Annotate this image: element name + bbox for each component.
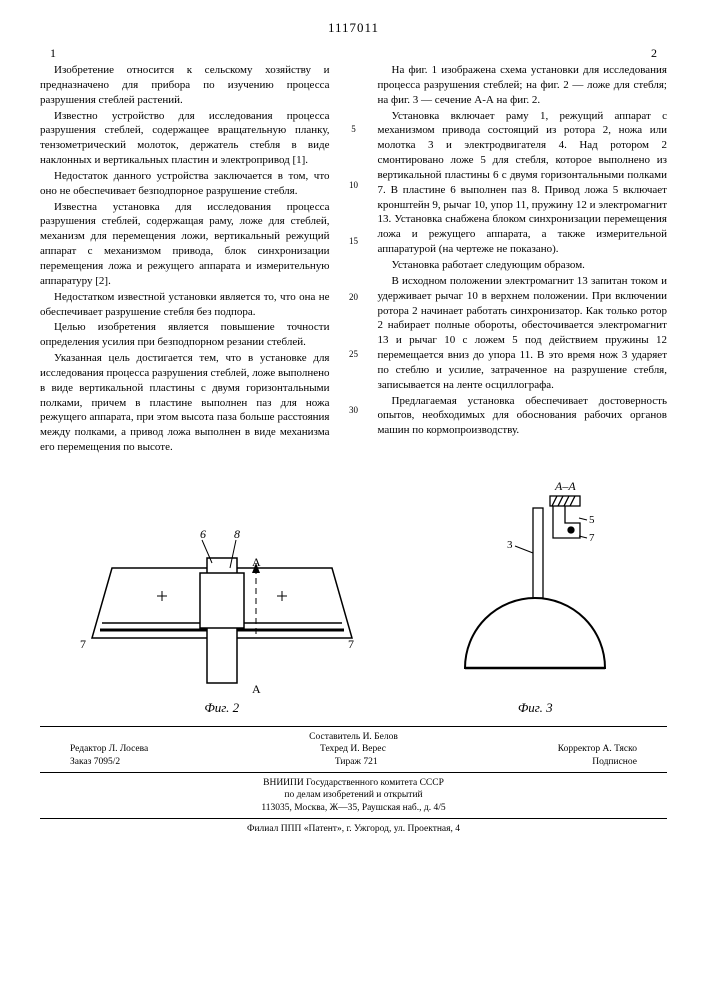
colophon-order: Заказ 7095/2 <box>70 756 120 768</box>
left-p1: Изобретение относится к сельскому хозяйс… <box>40 63 330 108</box>
left-p2: Известно устройство для исследования про… <box>40 109 330 168</box>
ln-30: 30 <box>349 404 358 416</box>
colophon-author: Составитель И. Белов <box>40 731 667 743</box>
fig2-label-8: 8 <box>234 527 240 541</box>
colophon-org2: по делам изобретений и открытий <box>40 789 667 801</box>
left-p5: Недостатком известной установки является… <box>40 290 330 320</box>
text-columns: Изобретение относится к сельскому хозяйс… <box>40 63 667 460</box>
fig3-caption: Фиг. 3 <box>435 700 635 716</box>
credits-row-1: Редактор Л. Лосева Техред И. Верес Корре… <box>40 743 667 755</box>
fig3-section-label: А–А <box>554 479 576 493</box>
right-p5: Предлагаемая установка обеспечивает дост… <box>378 394 668 439</box>
fig2-label-A-bot: A <box>252 682 261 696</box>
colophon-sub: Подписное <box>592 756 637 768</box>
right-column: На фиг. 1 изображена схема установки для… <box>378 63 668 460</box>
figure-2: 6 8 A A 7 7 Фиг. 2 <box>72 518 372 716</box>
left-p6: Целью изобретения является повышение точ… <box>40 320 330 350</box>
document-number: 1117011 <box>40 20 667 36</box>
right-p4: В исходном положении электромагнит 13 за… <box>378 274 668 393</box>
column-numbers: 1 2 <box>40 46 667 63</box>
left-p4: Известна установка для исследования проц… <box>40 200 330 289</box>
colophon-corrector: Корректор А. Тяско <box>558 743 637 755</box>
ln-10: 10 <box>349 179 358 191</box>
colophon-editor: Редактор Л. Лосева <box>70 743 148 755</box>
fig2-caption: Фиг. 2 <box>72 700 372 716</box>
col-right-num: 2 <box>651 46 657 61</box>
figures-row: 6 8 A A 7 7 Фиг. 2 А–А <box>40 478 667 716</box>
ln-25: 25 <box>349 348 358 360</box>
fig2-svg: 6 8 A A 7 7 <box>72 518 372 698</box>
fig3-label-5: 5 <box>589 514 595 526</box>
figure-3: А–А 3 5 7 Фиг. 3 <box>435 478 635 716</box>
fig2-label-7r: 7 <box>348 637 354 651</box>
left-p3: Недостаток данного устройства заключаетс… <box>40 169 330 199</box>
fig2-label-6: 6 <box>200 527 206 541</box>
fig2-label-7l: 7 <box>80 637 86 651</box>
colophon-addr1: 113035, Москва, Ж—35, Раушская наб., д. … <box>40 802 667 814</box>
left-column: Изобретение относится к сельскому хозяйс… <box>40 63 330 460</box>
fig3-label-3: 3 <box>507 539 513 551</box>
ln-20: 20 <box>349 291 358 303</box>
colophon-addr2: Филиал ППП «Патент», г. Ужгород, ул. Про… <box>40 823 667 835</box>
right-p2: Установка включает раму 1, режущий аппар… <box>378 109 668 257</box>
ln-15: 15 <box>349 235 358 247</box>
fig3-label-7: 7 <box>589 532 595 544</box>
left-p7: Указанная цель достигается тем, что в ус… <box>40 351 330 455</box>
line-numbers: 5 10 15 20 25 30 <box>346 63 362 460</box>
colophon-tech: Техред И. Верес <box>320 743 386 755</box>
colophon-tirazh: Тираж 721 <box>335 756 378 768</box>
right-p3: Установка работает следующим образом. <box>378 258 668 273</box>
fig3-svg: А–А 3 5 7 <box>435 478 635 698</box>
ln-5: 5 <box>351 123 356 135</box>
colophon-org1: ВНИИПИ Государственного комитета СССР <box>40 777 667 789</box>
credits-row-2: Заказ 7095/2 Тираж 721 Подписное <box>40 756 667 768</box>
col-left-num: 1 <box>50 46 56 61</box>
colophon: Составитель И. Белов Редактор Л. Лосева … <box>40 726 667 835</box>
right-p1: На фиг. 1 изображена схема установки для… <box>378 63 668 108</box>
